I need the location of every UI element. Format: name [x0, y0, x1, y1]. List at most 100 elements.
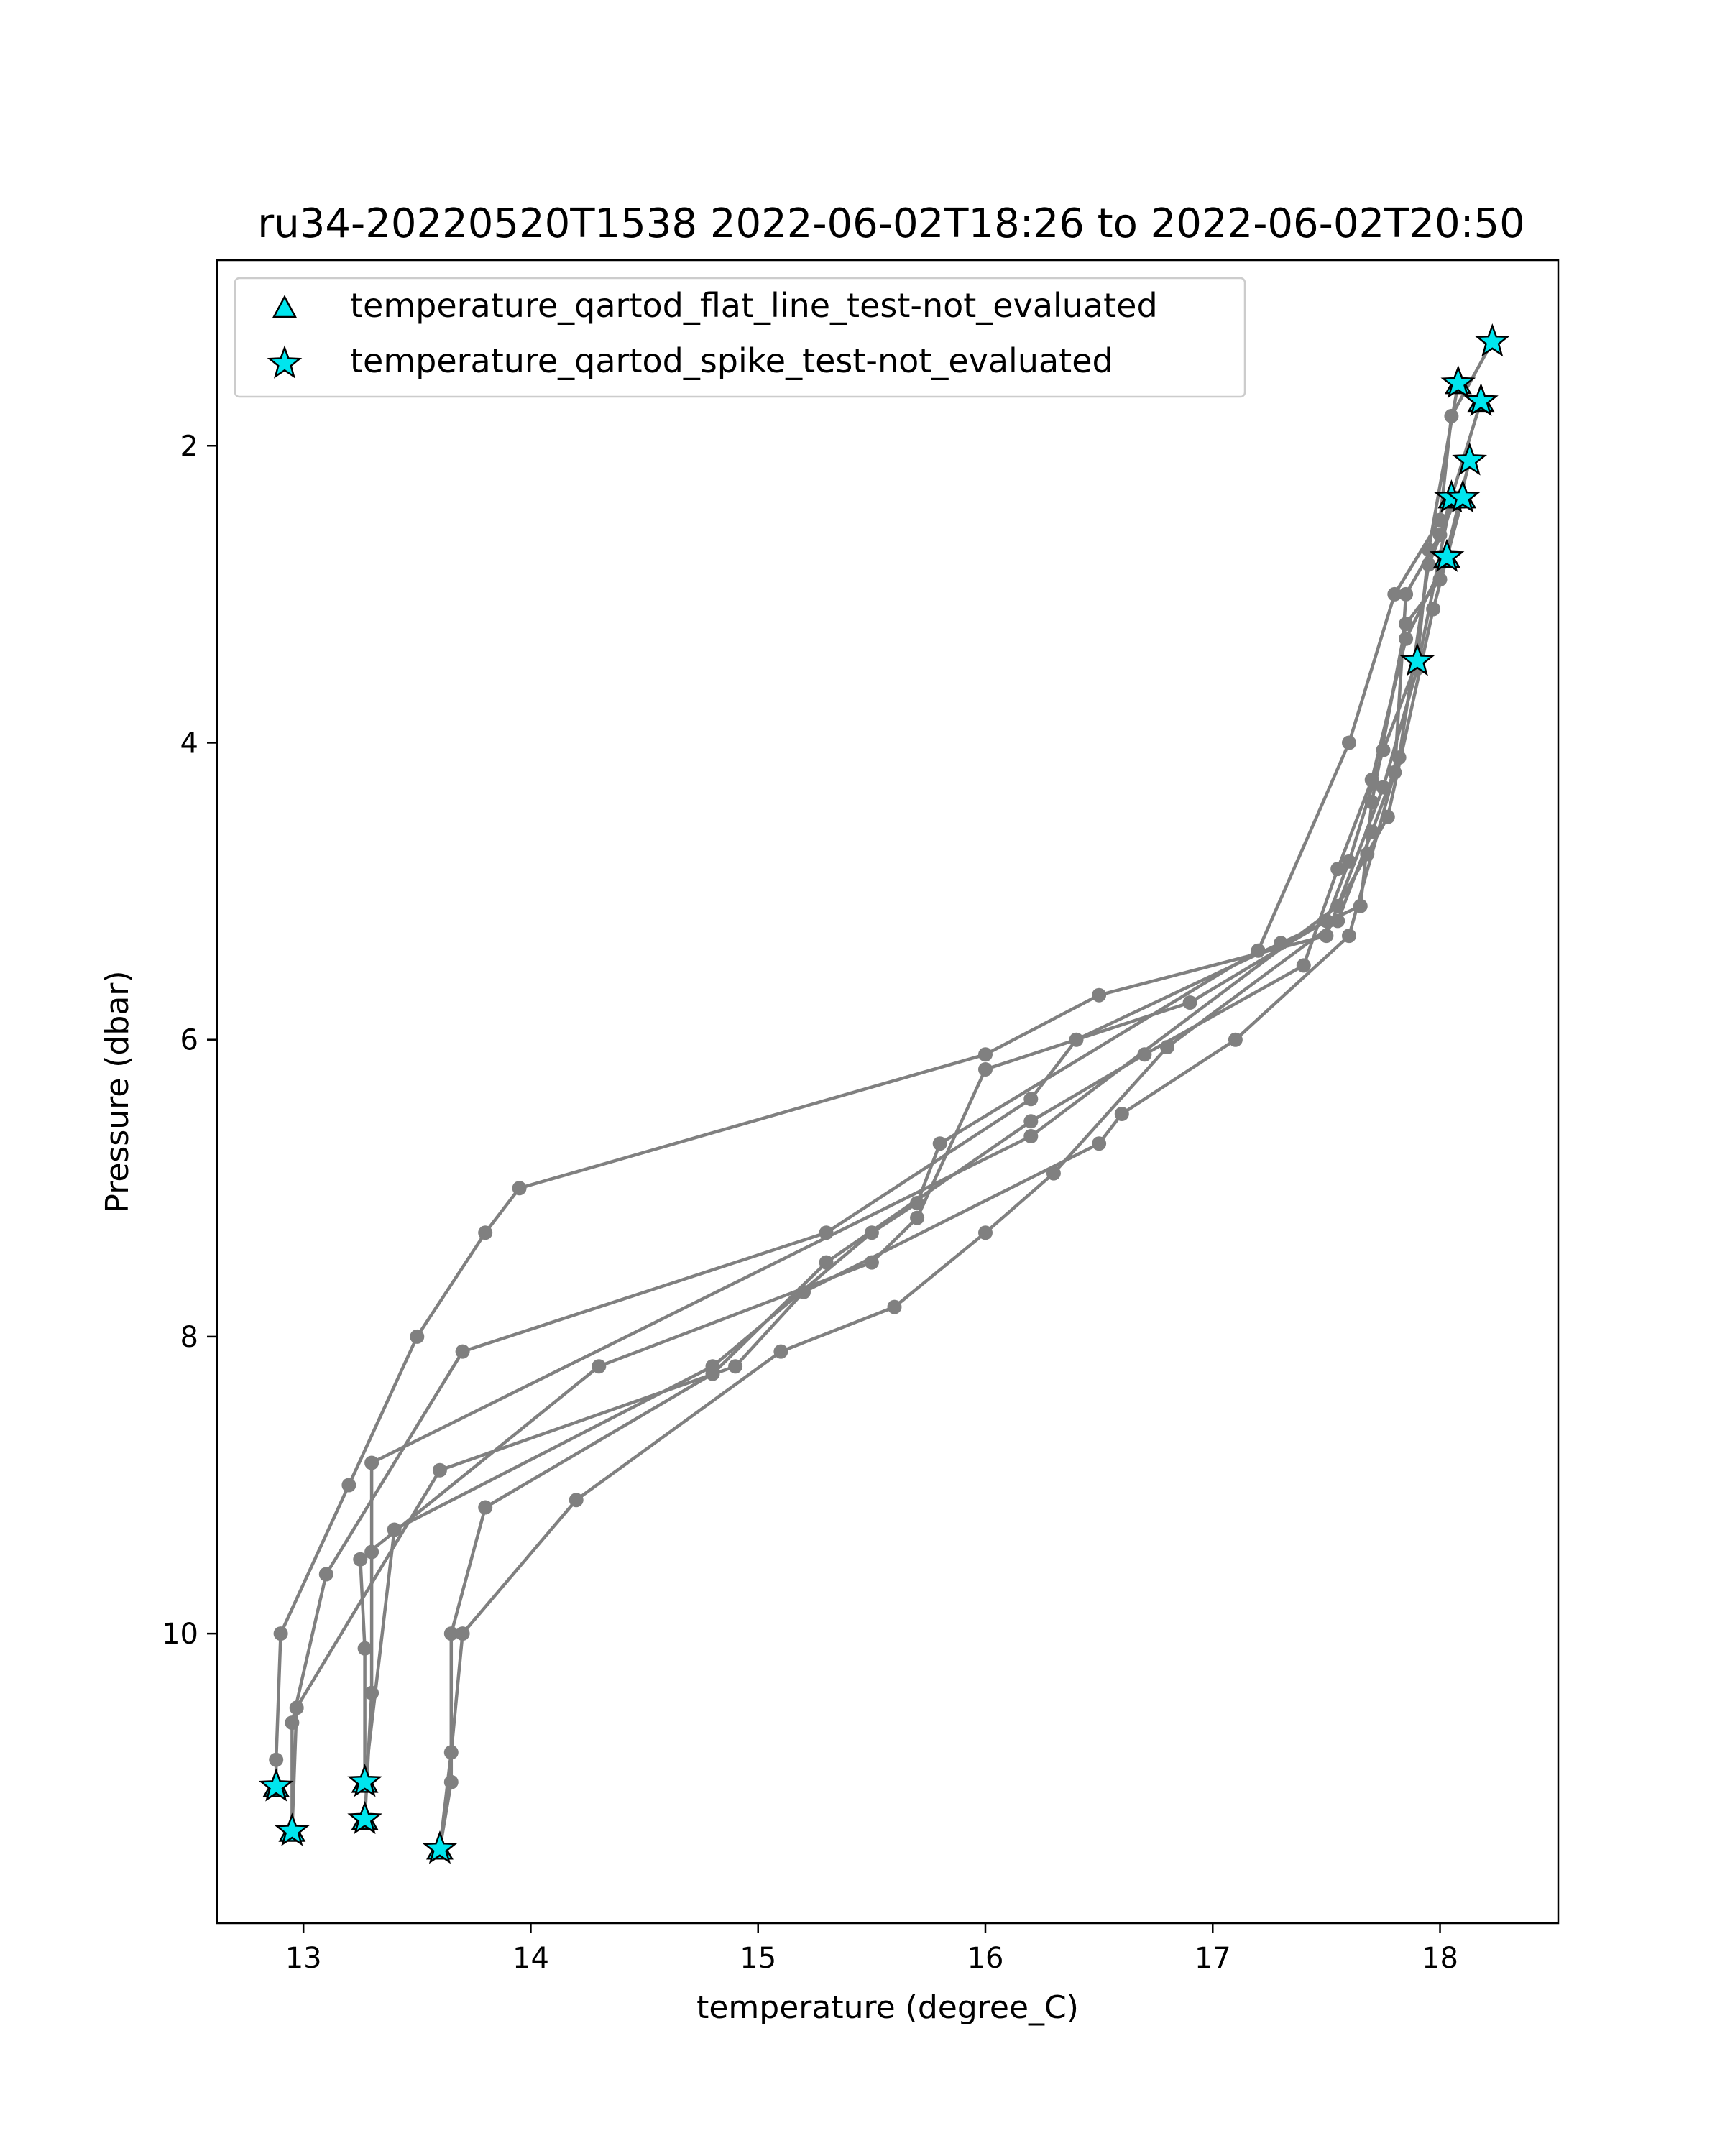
legend-label-spike: temperature_qartod_spike_test-not_evalua… — [350, 341, 1113, 380]
x-tick-label: 14 — [512, 1942, 549, 1975]
data-point — [1330, 913, 1346, 929]
data-point — [364, 1544, 380, 1560]
data-point — [819, 1255, 834, 1270]
data-point — [512, 1181, 527, 1196]
legend: temperature_qartod_flat_line_test-not_ev… — [234, 277, 1246, 398]
data-point — [1228, 1032, 1243, 1047]
data-point — [1342, 929, 1356, 944]
data-point — [1387, 586, 1402, 602]
data-point — [1330, 862, 1346, 877]
data-point — [773, 1344, 788, 1359]
plot-frame — [216, 259, 1560, 1925]
data-point — [978, 1062, 993, 1077]
data-point — [864, 1255, 879, 1270]
y-tick-label: 10 — [162, 1618, 198, 1651]
spike-flag-marker — [1452, 442, 1487, 476]
spike-flag-marker — [1445, 479, 1481, 513]
data-point — [357, 1641, 372, 1656]
data-point — [569, 1493, 584, 1508]
data-point — [1182, 995, 1197, 1010]
data-point — [1024, 1129, 1039, 1143]
data-point — [932, 1136, 947, 1151]
data-point — [1399, 617, 1414, 632]
data-point — [353, 1552, 368, 1567]
data-point — [443, 1774, 459, 1789]
data-point — [455, 1344, 470, 1359]
spike-flag-marker — [1440, 364, 1476, 399]
data-point — [318, 1567, 334, 1582]
spike-flag-marker — [347, 1800, 382, 1835]
x-tick-label: 16 — [967, 1942, 1004, 1975]
data-point — [1353, 898, 1368, 913]
y-tick-label: 2 — [180, 430, 198, 463]
data-point — [592, 1359, 607, 1374]
x-tick-label: 17 — [1195, 1942, 1231, 1975]
data-point — [285, 1715, 300, 1731]
spike-flag-marker — [275, 1812, 310, 1846]
x-tick-label: 15 — [740, 1942, 776, 1975]
legend-star-shape — [267, 345, 303, 379]
data-point — [705, 1366, 720, 1381]
spike-flag-marker — [1463, 382, 1499, 416]
data-point — [1024, 1114, 1039, 1129]
data-point — [273, 1626, 288, 1641]
data-point — [978, 1225, 993, 1240]
data-point — [1137, 1047, 1152, 1062]
series-line-6 — [438, 497, 1458, 1849]
data-point — [364, 1455, 380, 1470]
spike-flag-marker — [422, 1830, 458, 1864]
data-point — [887, 1299, 902, 1314]
flag-layer — [258, 323, 1510, 1864]
data-point — [1024, 1092, 1039, 1107]
series-line-8 — [363, 497, 1465, 1820]
data-point — [1426, 602, 1441, 617]
x-tick-label: 18 — [1422, 1942, 1458, 1975]
legend-star-icon — [267, 345, 303, 379]
y-axis-label: Pressure (dbar) — [99, 970, 136, 1212]
data-point — [443, 1626, 459, 1641]
spike-flag-marker — [1429, 538, 1465, 572]
data-point — [1364, 773, 1379, 788]
data-point — [1421, 557, 1436, 572]
spike-flag-marker — [1475, 323, 1510, 357]
x-axis-label: temperature (degree_C) — [696, 1989, 1079, 2026]
data-point — [1092, 987, 1107, 1003]
legend-label-flat-line: temperature_qartod_flat_line_test-not_ev… — [350, 286, 1158, 325]
data-point — [364, 1685, 380, 1700]
spike-flag-marker — [347, 1764, 382, 1797]
legend-triangle-icon — [272, 295, 298, 318]
chart-title: ru34-20220520T1538 2022-06-02T18:26 to 2… — [257, 201, 1524, 247]
data-point — [1399, 586, 1414, 602]
data-point — [410, 1329, 425, 1344]
y-tick-label: 4 — [180, 727, 198, 760]
data-point — [455, 1626, 470, 1641]
data-point — [1046, 1166, 1061, 1181]
data-point — [1296, 958, 1311, 973]
spike-flag-marker — [258, 1768, 294, 1802]
data-point — [1364, 824, 1379, 839]
y-tick-label: 6 — [180, 1024, 198, 1057]
legend-box — [234, 277, 1246, 398]
spike-flag-marker — [1399, 642, 1435, 676]
data-point — [269, 1752, 284, 1767]
y-tick-label: 8 — [180, 1321, 198, 1354]
data-point — [1342, 735, 1356, 750]
data-point — [1399, 631, 1414, 646]
data-point — [910, 1210, 925, 1225]
data-point — [432, 1462, 447, 1478]
data-point — [1114, 1107, 1129, 1121]
data-point — [478, 1500, 493, 1515]
data-point — [728, 1359, 743, 1374]
x-tick-label: 13 — [285, 1942, 322, 1975]
x-axis: 13 14 15 16 17 18 — [285, 1923, 1458, 1975]
data-point — [478, 1225, 493, 1240]
data-point — [1330, 898, 1346, 913]
data-point — [1092, 1136, 1107, 1151]
data-point — [978, 1047, 993, 1062]
data-point — [341, 1478, 356, 1493]
y-axis: 2 4 6 8 10 — [162, 430, 217, 1651]
data-point — [1380, 809, 1395, 824]
data-point — [1342, 854, 1356, 869]
data-point — [1360, 847, 1375, 862]
